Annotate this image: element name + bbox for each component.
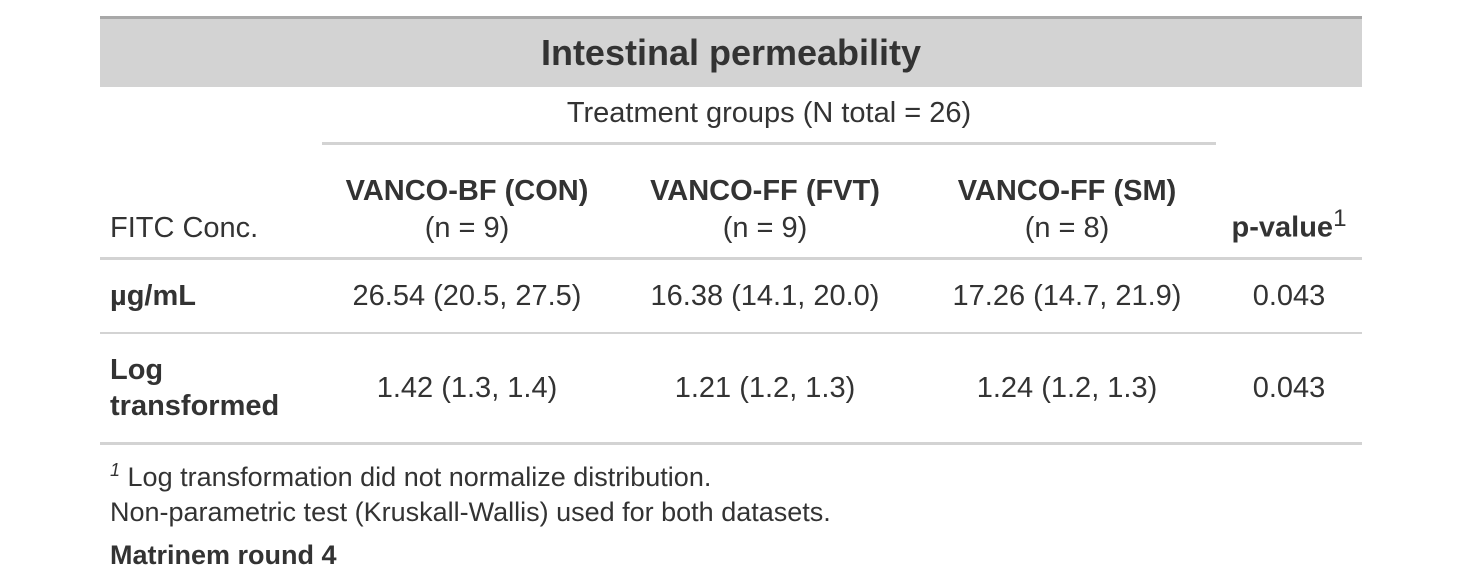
spanner-blank-right	[1216, 87, 1362, 147]
row-label: Log transformed	[100, 333, 322, 445]
footnote-line-1: 1 Log transformation did not normalize d…	[110, 453, 1352, 495]
column-header-group-1: VANCO-BF (CON) (n = 9)	[322, 147, 612, 260]
pvalue-label: p-value	[1231, 212, 1334, 244]
summary-table-container: Intestinal permeability Treatment groups…	[100, 16, 1363, 578]
group-name: VANCO-FF (SM)	[957, 175, 1177, 207]
table-cell: 26.54 (20.5, 27.5)	[322, 258, 612, 334]
footnote-text: Log transformation did not normalize dis…	[127, 462, 712, 492]
source-note: Matrinem round 4	[110, 540, 337, 570]
table-cell: 17.26 (14.7, 21.9)	[918, 258, 1216, 334]
table-title: Intestinal permeability	[100, 16, 1363, 87]
spanner-blank-left	[100, 87, 322, 147]
column-header-pvalue: p-value1	[1216, 147, 1363, 260]
group-n: (n = 8)	[1024, 212, 1110, 244]
footnote-mark: 1	[110, 460, 121, 480]
spanner-label: Treatment groups (N total = 26)	[322, 89, 1216, 145]
table-cell: 1.42 (1.3, 1.4)	[322, 333, 612, 445]
group-n: (n = 9)	[722, 212, 808, 244]
table-cell: 1.21 (1.2, 1.3)	[612, 333, 918, 445]
table-cell: 16.38 (14.1, 20.0)	[612, 258, 918, 334]
table-row: µg/mL 26.54 (20.5, 27.5) 16.38 (14.1, 20…	[100, 258, 1363, 334]
footnote-line-2: Non-parametric test (Kruskall-Wallis) us…	[110, 497, 831, 527]
table-footnotes: 1 Log transformation did not normalize d…	[100, 445, 1362, 578]
treatment-groups-spanner: Treatment groups (N total = 26)	[322, 87, 1216, 147]
pvalue-cell: 0.043	[1216, 258, 1363, 334]
table-cell: 1.24 (1.2, 1.3)	[918, 333, 1216, 445]
pvalue-footnote-mark: 1	[1333, 205, 1347, 233]
group-n: (n = 9)	[424, 212, 510, 244]
group-name: VANCO-BF (CON)	[345, 175, 589, 207]
column-header-group-3: VANCO-FF (SM) (n = 8)	[918, 147, 1216, 260]
table-row: Log transformed 1.42 (1.3, 1.4) 1.21 (1.…	[100, 333, 1363, 445]
pvalue-cell: 0.043	[1216, 333, 1363, 445]
row-label: µg/mL	[100, 258, 322, 334]
summary-table: Intestinal permeability Treatment groups…	[100, 16, 1363, 445]
column-header-label: FITC Conc.	[100, 147, 322, 260]
group-name: VANCO-FF (FVT)	[650, 175, 880, 207]
column-header-group-2: VANCO-FF (FVT) (n = 9)	[612, 147, 918, 260]
